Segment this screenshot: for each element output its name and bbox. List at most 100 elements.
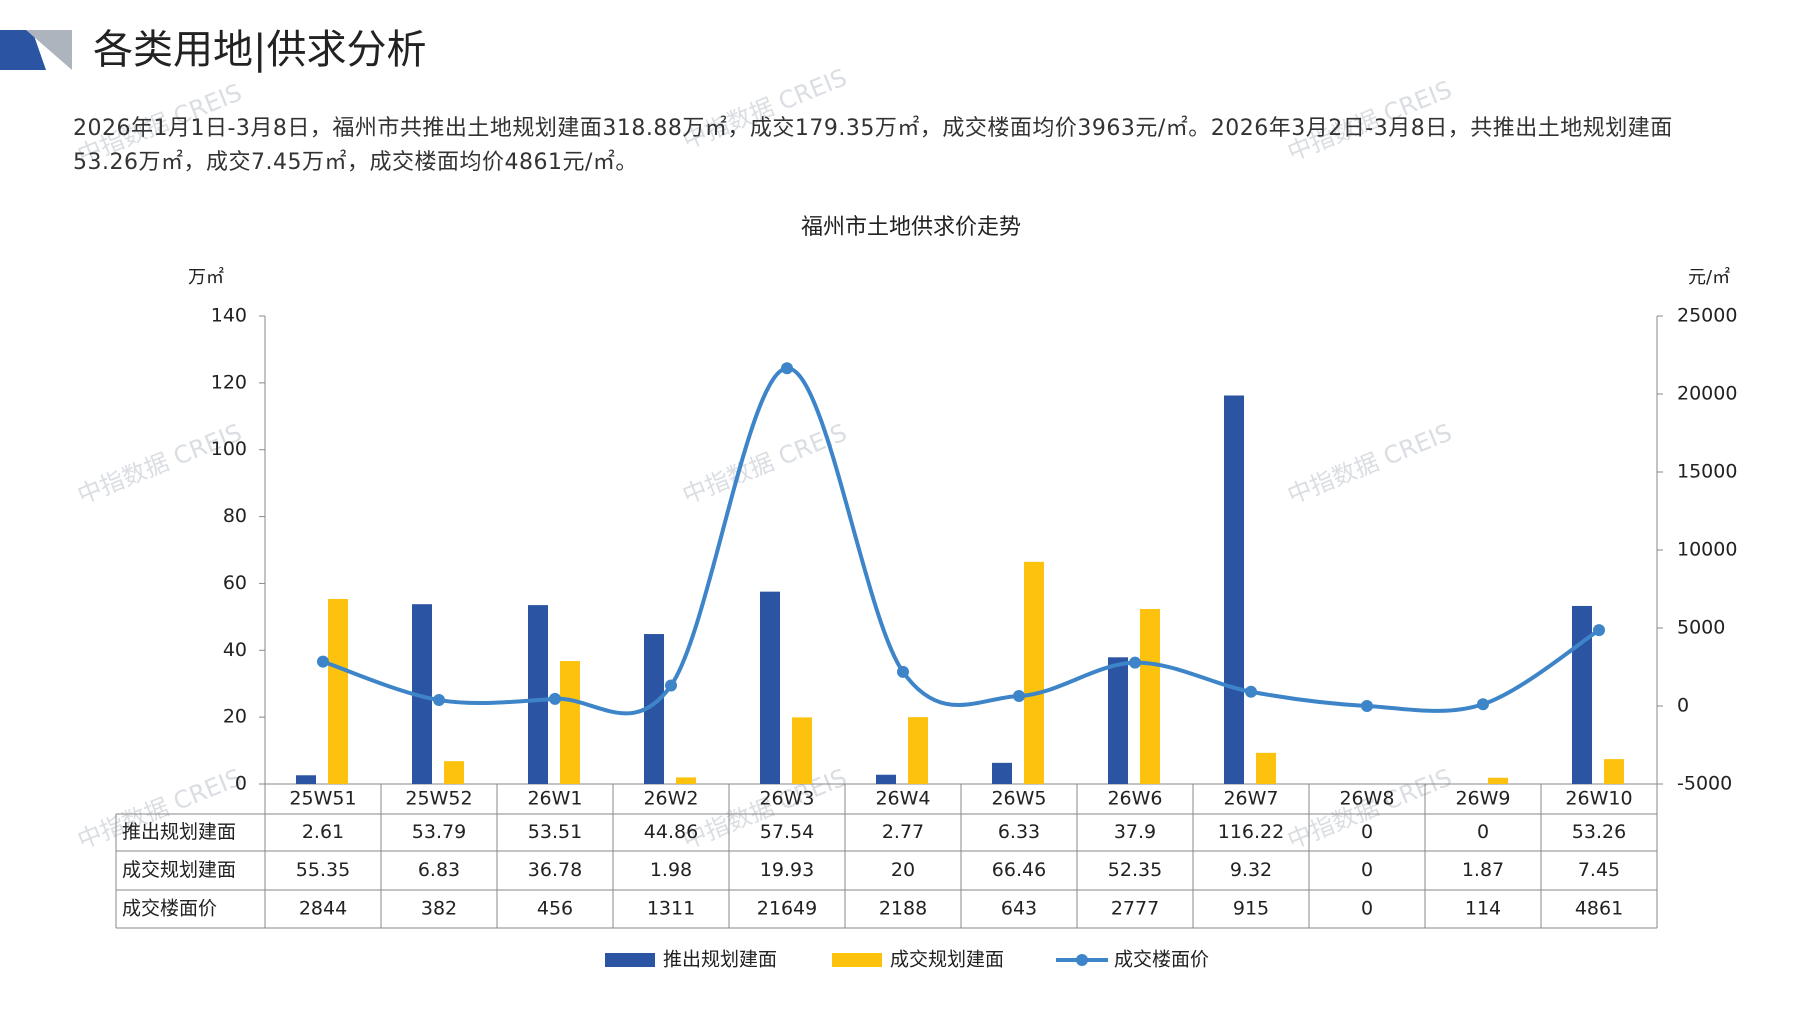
line-point (1477, 698, 1489, 711)
line-point (1129, 656, 1141, 669)
table-cell: 7.45 (1578, 859, 1620, 881)
table-cell: 456 (537, 898, 573, 920)
bar (528, 605, 548, 784)
x-tick-label: 25W51 (289, 788, 356, 810)
x-tick-label: 26W10 (1565, 788, 1632, 810)
table-cell: 37.9 (1114, 821, 1156, 843)
table-cell: 2844 (299, 898, 347, 920)
y-tick-label: 0 (235, 773, 247, 795)
y-axis-label: 万㎡ (188, 266, 224, 288)
y-tick-label: 100 (211, 438, 247, 460)
table-row-header: 成交规划建面 (122, 859, 236, 881)
bar (676, 777, 696, 784)
bar (792, 717, 812, 784)
x-tick-label: 25W52 (405, 788, 472, 810)
page-title: 各类用地|供求分析 (93, 27, 426, 73)
table-cell: 20 (891, 859, 915, 881)
bar (1224, 395, 1244, 784)
y-tick-label: 20 (223, 706, 247, 728)
table-cell: 4861 (1575, 898, 1623, 920)
y2-axis-label: 元/㎡ (1688, 266, 1730, 288)
table-cell: 2.61 (302, 821, 344, 843)
y2-tick-label: 25000 (1677, 305, 1737, 327)
bar (296, 775, 316, 784)
table-row-header: 成交楼面价 (122, 898, 217, 920)
table-cell: 2188 (879, 898, 927, 920)
table-cell: 9.32 (1230, 859, 1272, 881)
y-tick-label: 140 (211, 305, 247, 327)
y2-tick-label: -5000 (1677, 773, 1732, 795)
line-point (665, 679, 677, 692)
x-tick-label: 26W3 (759, 788, 814, 810)
table-cell: 66.46 (992, 859, 1046, 881)
table-cell: 0 (1477, 821, 1489, 843)
chart-title: 福州市土地供求价走势 (801, 215, 1021, 240)
table-cell: 53.51 (528, 821, 582, 843)
table-cell: 19.93 (760, 859, 814, 881)
table-cell: 0 (1361, 859, 1373, 881)
line-point (549, 692, 561, 705)
line-point (317, 655, 329, 668)
line-point (1593, 624, 1605, 637)
bar (1572, 605, 1592, 784)
bar (328, 598, 348, 784)
y-tick-label: 40 (223, 639, 247, 661)
line (322, 366, 1601, 716)
x-tick-label: 26W1 (527, 788, 582, 810)
legend-label: 成交楼面价 (1114, 949, 1209, 971)
table-cell: 52.35 (1108, 859, 1162, 881)
table-cell: 6.83 (418, 859, 460, 881)
line-point (1245, 685, 1257, 698)
line-point (1361, 700, 1373, 712)
header-icon (0, 30, 46, 70)
y2-tick-label: 20000 (1677, 383, 1737, 405)
table-cell: 44.86 (644, 821, 698, 843)
table-cell: 53.26 (1572, 821, 1626, 843)
y-tick-label: 60 (223, 572, 247, 594)
y2-tick-label: 10000 (1677, 539, 1737, 561)
bar (1108, 657, 1128, 784)
y-tick-label: 120 (211, 371, 247, 393)
legend-swatch (1076, 954, 1088, 966)
table-row-header: 推出规划建面 (122, 821, 236, 843)
table-cell: 1.98 (650, 859, 692, 881)
table-cell: 55.35 (296, 859, 350, 881)
legend-label: 成交规划建面 (890, 949, 1004, 971)
y2-tick-label: 5000 (1677, 617, 1725, 639)
table-cell: 21649 (757, 898, 817, 920)
summary: 2026年1月1日-3月8日，福州市共推出土地规划建面318.88万㎡，成交17… (73, 116, 1673, 175)
bar (444, 761, 464, 784)
x-tick-label: 26W2 (643, 788, 698, 810)
table-cell: 2777 (1111, 898, 1159, 920)
x-tick-label: 26W9 (1455, 788, 1510, 810)
bar (1604, 759, 1624, 784)
table-cell: 116.22 (1218, 821, 1284, 843)
x-tick-label: 26W7 (1223, 788, 1278, 810)
table-cell: 6.33 (998, 821, 1040, 843)
table-cell: 915 (1233, 898, 1269, 920)
watermark: 中指数据 CREIS (1283, 418, 1455, 509)
bar (644, 634, 664, 784)
legend-swatch (832, 953, 882, 967)
watermark: 中指数据 CREIS (73, 418, 245, 509)
y-tick-label: 80 (223, 505, 247, 527)
bar (992, 762, 1012, 784)
line-point (781, 362, 793, 375)
line-point (433, 694, 445, 707)
legend-label: 推出规划建面 (663, 949, 777, 971)
x-tick-label: 26W4 (875, 788, 930, 810)
line-point (1013, 689, 1025, 702)
bar (1140, 609, 1160, 784)
table-cell: 53.79 (412, 821, 466, 843)
x-tick-label: 26W6 (1107, 788, 1162, 810)
legend-swatch (605, 953, 655, 967)
table-cell: 0 (1361, 898, 1373, 920)
table-cell: 36.78 (528, 859, 582, 881)
table-cell: 1.87 (1462, 859, 1504, 881)
bar (560, 661, 580, 784)
bar (1256, 752, 1276, 784)
x-tick-label: 26W8 (1339, 788, 1394, 810)
bar (908, 717, 928, 784)
